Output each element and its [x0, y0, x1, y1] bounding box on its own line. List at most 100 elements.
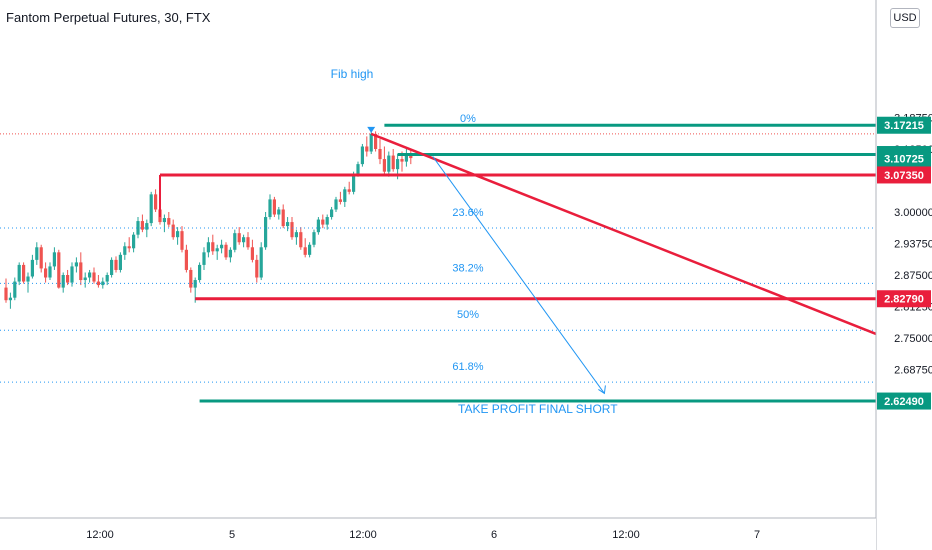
candle-body: [228, 249, 232, 258]
candle-body: [211, 242, 215, 252]
candle-body: [22, 264, 26, 282]
candle-body: [250, 247, 254, 260]
candle-body: [202, 252, 206, 265]
y-tick-label: 2.87500: [894, 270, 932, 282]
fib-level-label: 50%: [457, 309, 479, 321]
price-label-text: 2.62490: [884, 396, 924, 408]
price-label-text: 3.07350: [884, 170, 924, 182]
candle-body: [61, 275, 65, 288]
candle-body: [154, 194, 158, 210]
x-tick-label: 12:00: [86, 529, 114, 541]
fib-level-label: 61.8%: [452, 361, 483, 373]
candle-body: [132, 234, 136, 249]
candle-body: [206, 242, 210, 253]
x-tick-label: 6: [491, 529, 497, 541]
price-label-box: [877, 290, 931, 308]
candle-body: [404, 154, 408, 162]
candle-body: [149, 194, 153, 224]
candle-body: [312, 232, 316, 245]
candle-body: [343, 189, 347, 202]
candle-body: [338, 199, 342, 202]
fib-level-label: 23.6%: [452, 207, 483, 219]
candle-body: [52, 252, 56, 267]
price-label-text: 2.82790: [884, 294, 924, 306]
candle-body: [83, 277, 87, 281]
candle-body: [360, 146, 364, 165]
candle-body: [215, 248, 219, 252]
candle-body: [268, 199, 272, 218]
currency-button[interactable]: USD: [890, 8, 920, 28]
candle-body: [96, 281, 100, 286]
candle-body: [330, 209, 334, 218]
candle-body: [281, 209, 285, 227]
candle-body: [88, 272, 92, 278]
candle-body: [246, 237, 250, 248]
candle-body: [255, 259, 259, 278]
candle-body: [308, 244, 312, 255]
candle-body: [233, 233, 237, 250]
price-label-text: 3.10725: [884, 153, 924, 165]
candle-body: [118, 254, 122, 270]
x-tick-label: 12:00: [349, 529, 377, 541]
candle-body: [352, 174, 356, 192]
candle-body: [321, 219, 325, 225]
candle-body: [391, 155, 395, 170]
fib-high-label: Fib high: [331, 67, 374, 81]
y-tick-label: 2.68750: [894, 365, 932, 377]
candle-body: [387, 155, 391, 172]
candle-body: [277, 209, 281, 215]
candle-body: [127, 246, 131, 249]
candle-body: [294, 232, 298, 238]
candle-body: [220, 244, 224, 249]
candle-body: [325, 217, 329, 225]
candle-body: [140, 221, 144, 230]
candle-body: [299, 232, 303, 248]
candle-body: [290, 222, 294, 238]
candle-body: [74, 262, 78, 267]
projection-arrow-line: [432, 156, 605, 394]
candle-body: [57, 252, 61, 288]
candle-body: [198, 264, 202, 281]
candle-body: [347, 189, 351, 192]
candle-body: [70, 266, 74, 283]
y-tick-label: 2.93750: [894, 239, 932, 251]
candle-body: [224, 244, 228, 258]
candle-body: [242, 237, 246, 243]
candle-body: [110, 259, 114, 275]
x-tick-label: 12:00: [612, 529, 640, 541]
candle-body: [382, 159, 386, 172]
candle-body: [30, 259, 34, 277]
candle-body: [303, 247, 307, 255]
candle-body: [189, 269, 193, 288]
trend-line: [370, 132, 877, 336]
candle-body: [334, 199, 338, 210]
candle-body: [184, 249, 188, 270]
candle-body: [369, 133, 373, 152]
fib-level-label: 38.2%: [452, 262, 483, 274]
candle-body: [316, 219, 320, 233]
candle-body: [4, 287, 8, 301]
candle-body: [259, 247, 263, 278]
candle-body: [396, 159, 400, 170]
candle-body: [237, 233, 241, 243]
candle-body: [66, 275, 70, 283]
candle-body: [35, 247, 39, 260]
candle-body: [167, 218, 171, 225]
candle-body: [400, 159, 404, 162]
fib-high-marker-icon: [367, 126, 376, 133]
price-label-box: [877, 392, 931, 410]
candle-body: [26, 276, 30, 282]
symbol-title: Fantom Perpetual Futures, 30, FTX: [6, 10, 211, 25]
candle-body: [272, 199, 276, 215]
candle-body: [409, 154, 413, 159]
price-label-text: 3.17215: [884, 120, 924, 132]
candle-body: [136, 221, 140, 235]
candle-body: [48, 266, 52, 278]
candle-body: [378, 149, 382, 160]
projection-arrowhead-icon: [598, 385, 606, 395]
time-axis-panel: [0, 518, 876, 550]
x-tick-label: 5: [229, 529, 235, 541]
candle-body: [356, 164, 360, 175]
candle-body: [171, 224, 175, 238]
